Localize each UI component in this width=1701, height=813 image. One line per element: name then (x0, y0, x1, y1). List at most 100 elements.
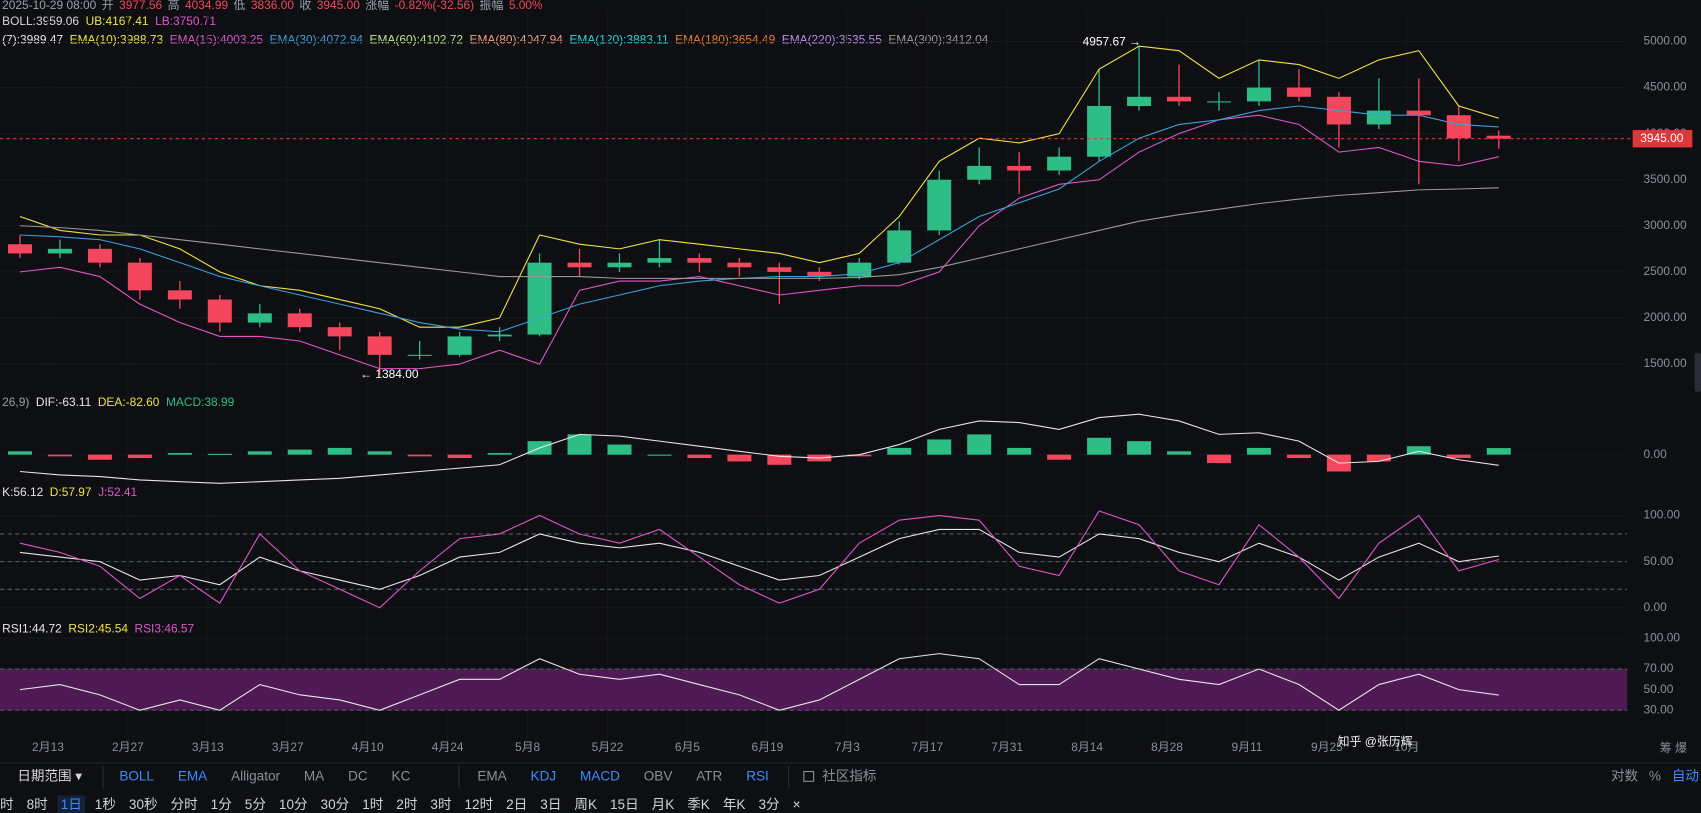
indicator-toggle[interactable]: EMA (477, 769, 507, 784)
date-range-button[interactable]: 日期范围 ▾ (17, 769, 82, 784)
period-button[interactable]: × (793, 797, 801, 812)
candle-body (47, 248, 72, 254)
candle-body (1486, 135, 1511, 139)
ohlc-info: 高 (168, 0, 180, 12)
indicator-toggle[interactable]: EMA (178, 769, 208, 784)
period-button[interactable]: 3时 (430, 797, 452, 812)
indicator-toggle[interactable]: OBV (644, 769, 673, 784)
candle-body (1286, 87, 1311, 97)
indicator-legend: DEA:-82.60 (98, 395, 160, 409)
macd-bar (1047, 454, 1072, 460)
indicator-toggle[interactable]: KDJ (531, 769, 557, 784)
candle-body (207, 299, 232, 323)
period-button[interactable]: 5分 (245, 797, 267, 812)
candle-body (807, 271, 832, 277)
indicator-toggle[interactable]: KC (392, 769, 411, 784)
axis-option[interactable]: % (1649, 769, 1661, 784)
ohlc-info: 涨幅 (365, 0, 389, 12)
period-button[interactable]: 分时 (171, 797, 199, 812)
indicator-toggle[interactable]: DC (348, 769, 368, 784)
period-button[interactable]: 15日 (610, 797, 639, 812)
x-tick-label: 3月13 (192, 740, 224, 754)
indicator-toggle[interactable]: BOLL (119, 769, 154, 784)
macd-bar (727, 454, 752, 462)
y-tick-label: 100.00 (1644, 508, 1681, 522)
period-button[interactable]: 10分 (279, 797, 308, 812)
period-button[interactable]: 年K (723, 797, 746, 812)
x-tick-label: 2月27 (112, 740, 144, 754)
oscillator-line (19, 510, 1499, 609)
period-button[interactable]: 3日 (540, 797, 561, 812)
period-button[interactable]: 月K (652, 797, 675, 812)
indicator-legend: EMA(60):4102.72 (370, 33, 464, 47)
period-button[interactable]: 时 (0, 797, 14, 812)
candle-body (567, 262, 592, 268)
x-tick-label: 4月24 (432, 740, 464, 754)
period-button[interactable]: 1秒 (95, 797, 116, 812)
y-tick-label: 100.00 (1644, 630, 1681, 644)
x-tick-label: 9月11 (1232, 740, 1263, 754)
axis-option[interactable]: 自动 (1672, 769, 1699, 784)
candle-body (487, 334, 512, 337)
candle-body (367, 336, 392, 355)
x-tick-label: 2月13 (32, 740, 64, 754)
last-price-label: 3945.00 (1640, 131, 1683, 145)
x-tick-label: 6月19 (751, 740, 783, 754)
indicator-line (19, 45, 1499, 328)
macd-bar (127, 454, 152, 459)
candle-body (287, 313, 312, 328)
community-indicators[interactable]: 社区指标 (822, 769, 876, 784)
period-button[interactable]: 12时 (465, 797, 494, 812)
macd-bar (207, 453, 232, 455)
indicator-toggle[interactable]: Alligator (231, 769, 280, 784)
ohlc-info: 开 (102, 0, 114, 12)
macd-bar (167, 452, 192, 455)
candle-body (1167, 96, 1192, 102)
indicator-toggle[interactable]: MA (304, 769, 325, 784)
macd-bar (247, 451, 272, 455)
period-button[interactable]: 3分 (758, 797, 780, 812)
indicator-toggle[interactable]: RSI (746, 769, 769, 784)
indicator-toggle[interactable]: MACD (580, 769, 620, 784)
rsi-band (0, 669, 1628, 711)
x-tick-label: 3月27 (272, 740, 304, 754)
period-button[interactable]: 30分 (321, 797, 350, 812)
period-button[interactable]: 2日 (506, 797, 527, 812)
macd-bar (607, 444, 632, 455)
macd-bar (1246, 447, 1271, 455)
x-tick-label: 8月14 (1071, 740, 1103, 754)
period-button[interactable]: 30秒 (129, 797, 158, 812)
axis-option[interactable]: 对数 (1611, 769, 1639, 784)
macd-bar (487, 452, 512, 455)
period-button[interactable]: 1日 (61, 797, 82, 812)
ohlc-info: 2025-10-29 08:00 (2, 0, 96, 12)
y-tick-label: 50.00 (1644, 554, 1674, 568)
price-annotation: ← 1384.00 (360, 367, 419, 381)
macd-bar (1286, 454, 1311, 459)
indicator-toggle[interactable]: ATR (696, 769, 722, 784)
candle-body (647, 258, 672, 263)
y-tick-label: 3000.00 (1644, 218, 1687, 232)
indicator-legend: EMA(80):4047.94 (470, 33, 564, 47)
indicator-legend: K:56.12 (2, 485, 43, 499)
macd-bar (567, 434, 592, 455)
indicator-legend: EMA(180):3654.49 (675, 33, 775, 47)
y-tick-label: 50.00 (1644, 682, 1674, 696)
x-tick-label: 10月 (1394, 740, 1419, 754)
period-button[interactable]: 1分 (211, 797, 233, 812)
period-button[interactable]: 周K (574, 797, 597, 812)
indicator-legend: (7):3989.47 (2, 33, 63, 47)
macd-bar (287, 449, 312, 455)
x-tick-label: 8月28 (1151, 740, 1183, 754)
period-button[interactable]: 季K (687, 797, 710, 812)
period-button[interactable]: 8时 (27, 797, 49, 812)
y-tick-label: 0.00 (1644, 447, 1668, 461)
indicator-legend: D:57.97 (50, 485, 92, 499)
period-button[interactable]: 1时 (362, 797, 384, 812)
macd-bar (887, 447, 912, 455)
period-button[interactable]: 2时 (396, 797, 418, 812)
candle-body (1127, 96, 1152, 107)
y-tick-label: 3500.00 (1644, 172, 1687, 186)
ohlc-info: 3945.00 (317, 0, 360, 12)
